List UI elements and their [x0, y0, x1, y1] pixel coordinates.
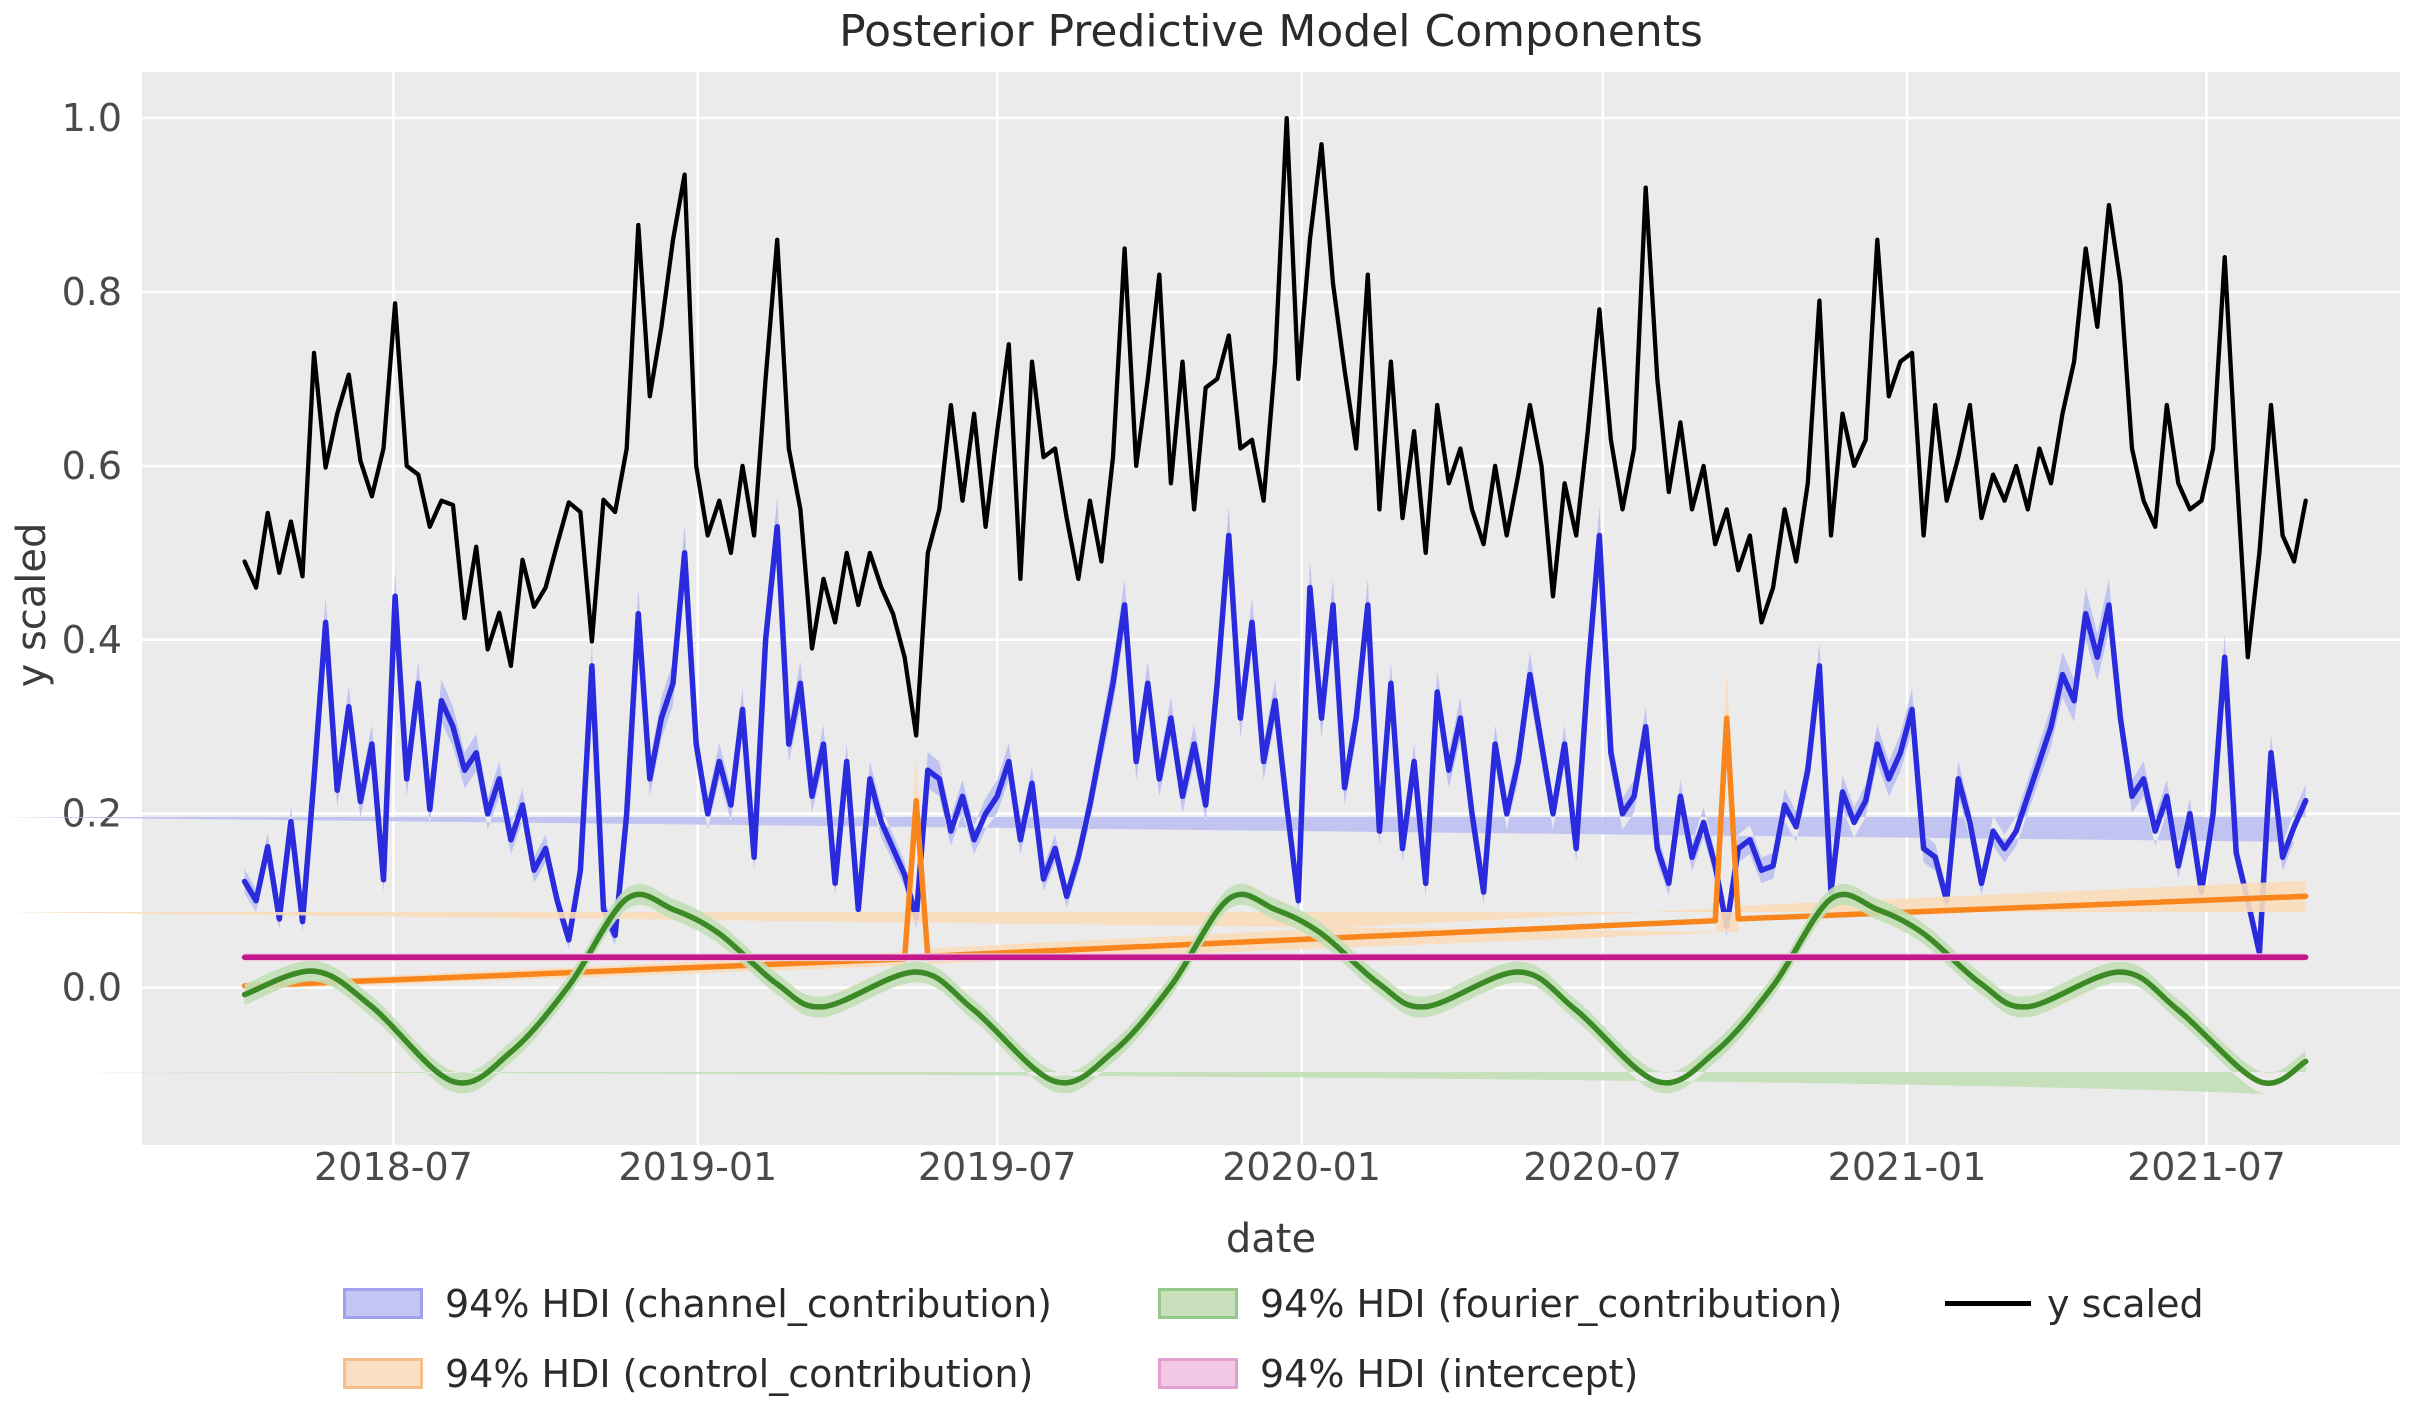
series-line-y_scaled: [242, 115, 2308, 738]
y-tick-label: 0.2: [62, 792, 122, 836]
series-line-fourier: [241, 891, 2309, 1086]
y-tick-label: 1.0: [62, 96, 122, 140]
x-tick-label: 2020-07: [1523, 1145, 1682, 1189]
y-tick-label: 0.8: [62, 270, 122, 314]
y-tick-label: 0.0: [62, 966, 122, 1010]
chart-title: Posterior Predictive Model Components: [839, 6, 1703, 57]
x-tick-label: 2018-07: [314, 1145, 473, 1189]
y-axis-label: y scaled: [9, 523, 55, 688]
y-tick-label: 0.6: [62, 444, 122, 488]
plot-area: 0.0 0.2 0.4 0.6 0.8 1.0 2018-07 2019-01 2019-07 2…: [0, 72, 2400, 1189]
x-tick-label: 2021-01: [1828, 1145, 1987, 1189]
x-tick-label: 2020-01: [1222, 1145, 1381, 1189]
x-tick-label: 2019-07: [918, 1145, 1077, 1189]
x-tick-label: 2019-01: [618, 1145, 777, 1189]
x-axis-label: date: [1226, 1216, 1316, 1262]
series-line-channel: [241, 524, 2309, 956]
y-tick-label: 0.4: [62, 618, 122, 662]
x-tick-label: 2021-07: [2127, 1145, 2286, 1189]
